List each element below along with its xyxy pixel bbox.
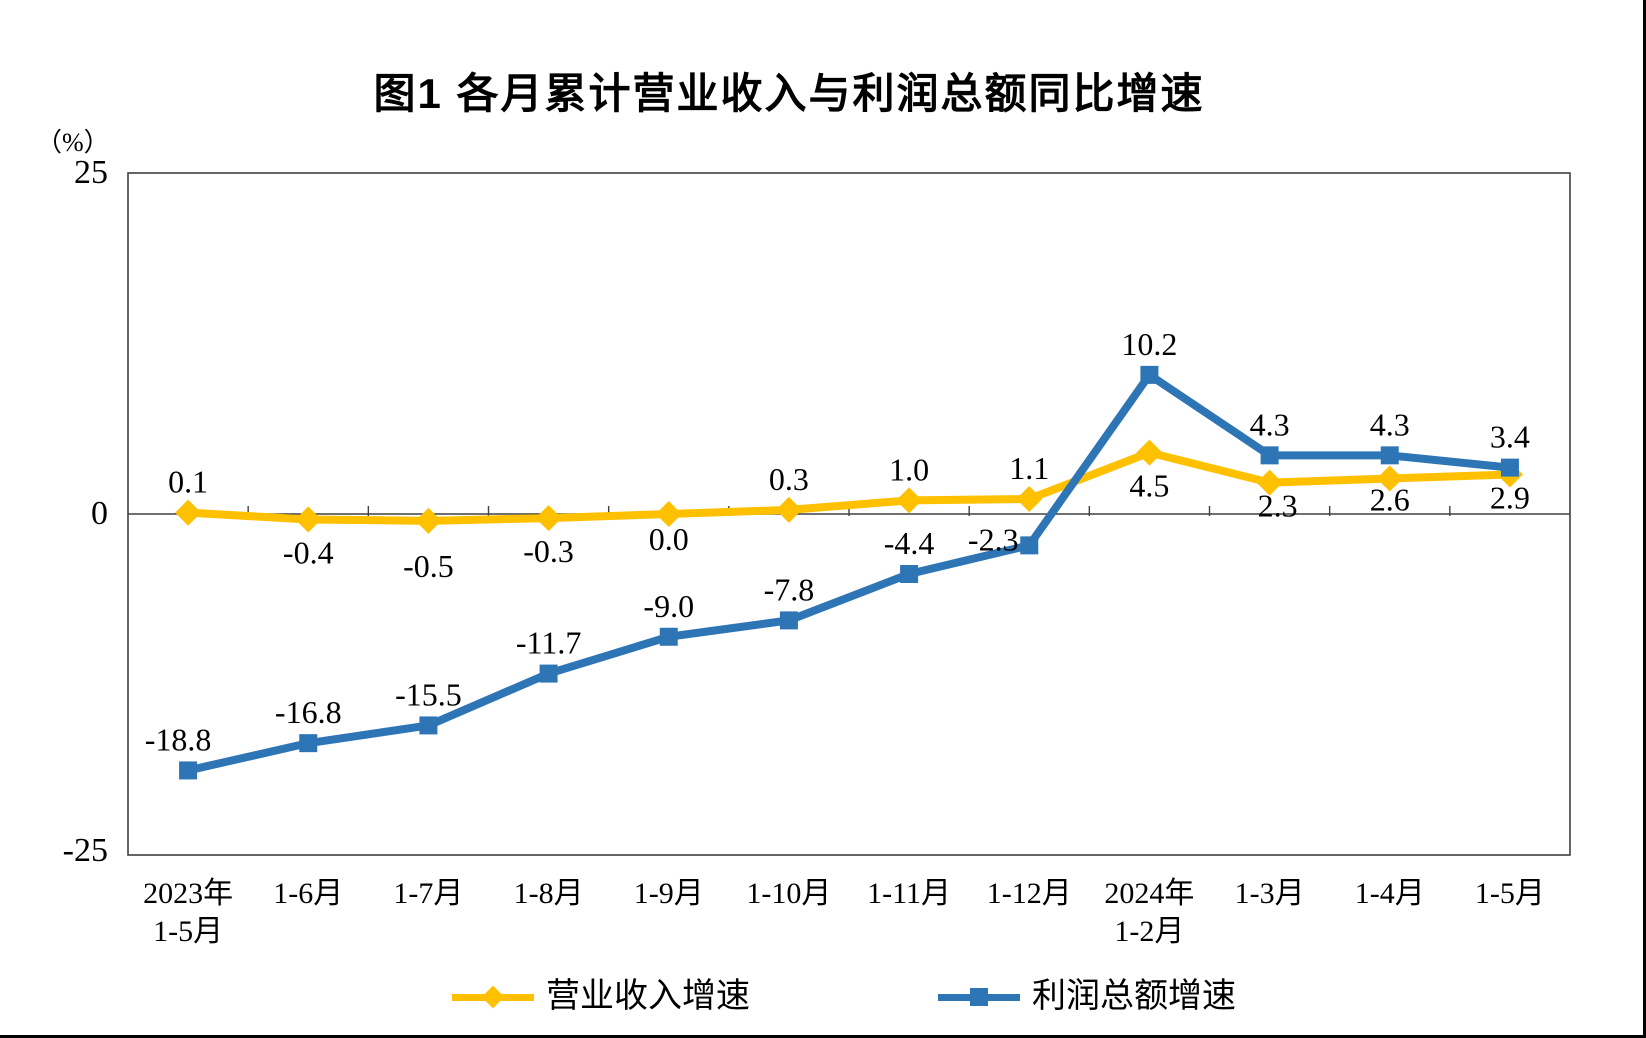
revenue-marker (1016, 485, 1043, 512)
data-label: -9.0 (643, 588, 694, 624)
revenue-marker (1376, 465, 1403, 492)
revenue-marker (415, 507, 442, 534)
data-label: 0.3 (769, 461, 809, 497)
data-label: 2.3 (1258, 488, 1298, 524)
legend-item-profit: 利润总额增速 (938, 973, 1236, 1021)
data-label: -0.3 (523, 533, 574, 569)
profit-marker (900, 565, 919, 584)
data-label: 0.1 (168, 464, 208, 500)
x-axis-label: 1-8月 (514, 877, 584, 910)
x-axis-label: 1-12月 (987, 877, 1072, 910)
revenue-marker (896, 487, 923, 514)
revenue-marker (1136, 439, 1163, 466)
data-label: 10.2 (1121, 326, 1177, 362)
x-axis-label: 1-6月 (273, 877, 343, 910)
data-label: -15.5 (395, 676, 462, 712)
x-axis-label: 2024年 1-2月 (1104, 877, 1194, 948)
x-axis-label: 1-5月 (1475, 877, 1545, 910)
profit-marker (1380, 446, 1399, 465)
data-label: 0.0 (649, 521, 689, 557)
profit-marker (539, 664, 558, 683)
revenue-marker (1256, 469, 1283, 496)
data-label: -4.4 (884, 525, 935, 561)
data-label: -0.5 (403, 548, 454, 584)
profit-square-icon (970, 988, 988, 1006)
legend-item-revenue: 营业收入增速 (452, 973, 750, 1021)
profit-marker (299, 734, 318, 753)
data-label: 1.1 (1009, 450, 1049, 486)
data-label: -7.8 (764, 571, 815, 607)
data-label: 2.9 (1490, 479, 1530, 515)
data-label: 4.3 (1370, 406, 1410, 442)
revenue-marker (655, 501, 682, 527)
revenue-marker (295, 506, 322, 533)
data-label: -11.7 (516, 625, 581, 661)
profit-marker (779, 611, 798, 630)
data-label: -18.8 (145, 721, 212, 757)
x-axis-label: 1-3月 (1235, 877, 1305, 910)
revenue-marker (175, 499, 202, 526)
y-axis-tick-label: -25 (62, 832, 108, 869)
profit-marker (179, 761, 198, 780)
x-axis-label: 2023年 1-5月 (143, 877, 233, 948)
data-label: 4.5 (1129, 468, 1169, 504)
chart-title: 图1 各月累计营业收入与利润总额同比增速 (373, 70, 1205, 117)
revenue-marker (535, 505, 562, 532)
profit-marker (1260, 446, 1279, 465)
profit-legend-swatch (938, 985, 1020, 1009)
y-axis-tick-label: 25 (74, 154, 108, 191)
data-label: -2.3 (968, 521, 1019, 557)
revenue-legend-swatch (452, 985, 534, 1009)
x-axis-label: 1-11月 (867, 877, 951, 910)
data-label: 1.0 (889, 451, 929, 487)
data-label: -0.4 (283, 534, 334, 570)
y-axis-unit-label: （%） (36, 128, 110, 157)
profit-marker (1020, 536, 1039, 555)
data-label: 3.4 (1490, 419, 1530, 455)
revenue-marker (775, 496, 802, 523)
profit-marker (1140, 365, 1159, 384)
x-axis-label: 1-4月 (1355, 877, 1425, 910)
x-axis-label: 1-10月 (746, 877, 831, 910)
revenue-line (184, 448, 1514, 525)
data-label: 4.3 (1250, 406, 1290, 442)
y-axis-tick-label: 0 (91, 495, 108, 532)
profit-marker (419, 716, 438, 735)
data-label: -16.8 (275, 694, 342, 730)
profit-line (184, 370, 1514, 775)
data-label: 2.6 (1370, 482, 1410, 518)
legend-label-profit: 利润总额增速 (1032, 978, 1236, 1015)
revenue-diamond-icon (481, 985, 505, 1009)
profit-marker (659, 627, 678, 646)
profit-marker (1500, 458, 1519, 477)
x-axis-label: 1-9月 (634, 877, 704, 910)
legend-label-revenue: 营业收入增速 (546, 978, 750, 1015)
x-axis-label: 1-7月 (393, 877, 463, 910)
